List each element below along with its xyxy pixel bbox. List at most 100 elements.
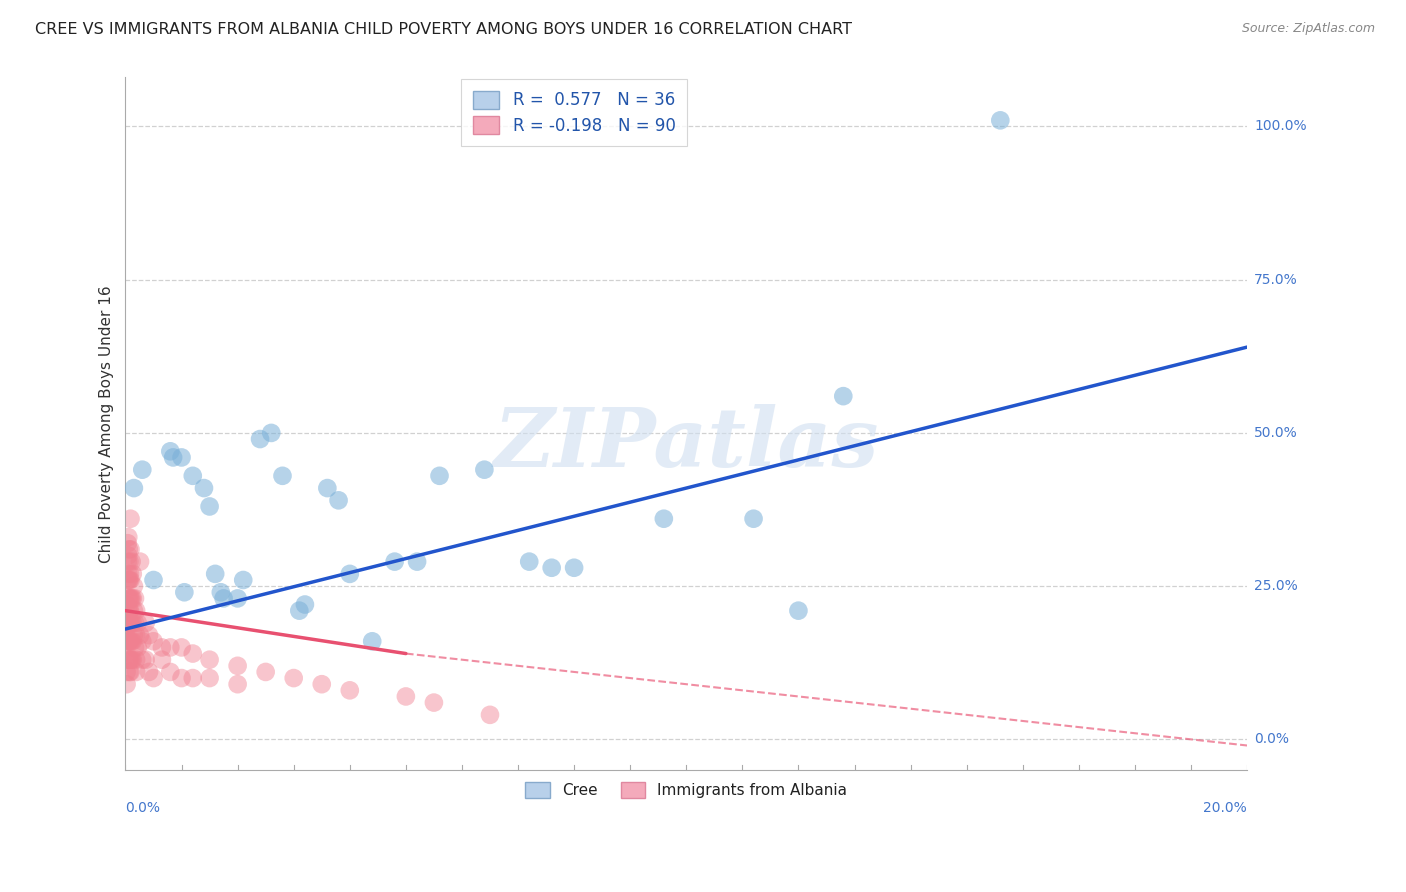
Text: 0.0%: 0.0% bbox=[125, 800, 160, 814]
Point bbox=[122, 604, 145, 618]
Point bbox=[159, 665, 181, 679]
Point bbox=[117, 573, 139, 587]
Point bbox=[226, 677, 249, 691]
Point bbox=[170, 671, 193, 685]
Point bbox=[118, 615, 141, 630]
Point bbox=[423, 696, 446, 710]
Point bbox=[118, 634, 141, 648]
Point bbox=[115, 634, 138, 648]
Point bbox=[129, 628, 152, 642]
Point bbox=[142, 573, 165, 587]
Point bbox=[254, 665, 277, 679]
Point bbox=[118, 615, 141, 630]
Point bbox=[117, 634, 139, 648]
Point bbox=[118, 542, 141, 557]
Point bbox=[121, 634, 143, 648]
Point bbox=[118, 573, 141, 587]
Point bbox=[787, 604, 810, 618]
Point bbox=[118, 665, 141, 679]
Point bbox=[124, 640, 146, 655]
Point bbox=[150, 653, 173, 667]
Point bbox=[118, 591, 141, 606]
Point bbox=[212, 591, 235, 606]
Point bbox=[232, 573, 254, 587]
Point bbox=[118, 555, 141, 569]
Point bbox=[395, 690, 418, 704]
Point bbox=[311, 677, 333, 691]
Text: Source: ZipAtlas.com: Source: ZipAtlas.com bbox=[1241, 22, 1375, 36]
Point bbox=[127, 615, 149, 630]
Point bbox=[124, 591, 146, 606]
Point bbox=[135, 615, 157, 630]
Point bbox=[120, 665, 142, 679]
Point bbox=[125, 604, 148, 618]
Point bbox=[193, 481, 215, 495]
Point bbox=[742, 512, 765, 526]
Point bbox=[406, 555, 429, 569]
Point bbox=[125, 653, 148, 667]
Point bbox=[117, 549, 139, 563]
Point bbox=[162, 450, 184, 465]
Point bbox=[121, 653, 143, 667]
Point bbox=[540, 560, 562, 574]
Point bbox=[127, 640, 149, 655]
Point bbox=[131, 653, 153, 667]
Point bbox=[478, 707, 501, 722]
Point bbox=[115, 665, 138, 679]
Point bbox=[138, 628, 160, 642]
Point bbox=[121, 615, 143, 630]
Point bbox=[115, 598, 138, 612]
Point bbox=[120, 634, 142, 648]
Point bbox=[181, 671, 204, 685]
Point bbox=[173, 585, 195, 599]
Point bbox=[198, 500, 221, 514]
Point bbox=[118, 573, 141, 587]
Point bbox=[122, 628, 145, 642]
Point bbox=[517, 555, 540, 569]
Point bbox=[122, 579, 145, 593]
Point bbox=[384, 555, 406, 569]
Point bbox=[115, 653, 138, 667]
Text: CREE VS IMMIGRANTS FROM ALBANIA CHILD POVERTY AMONG BOYS UNDER 16 CORRELATION CH: CREE VS IMMIGRANTS FROM ALBANIA CHILD PO… bbox=[35, 22, 852, 37]
Point bbox=[429, 468, 451, 483]
Point bbox=[121, 566, 143, 581]
Point bbox=[328, 493, 350, 508]
Point bbox=[283, 671, 305, 685]
Point bbox=[652, 512, 675, 526]
Text: 25.0%: 25.0% bbox=[1254, 579, 1298, 593]
Point bbox=[120, 573, 142, 587]
Point bbox=[121, 555, 143, 569]
Point bbox=[125, 665, 148, 679]
Point bbox=[131, 463, 153, 477]
Point bbox=[316, 481, 339, 495]
Point bbox=[181, 647, 204, 661]
Point bbox=[138, 665, 160, 679]
Point bbox=[118, 615, 141, 630]
Point bbox=[474, 463, 496, 477]
Point bbox=[115, 622, 138, 636]
Point bbox=[361, 634, 384, 648]
Text: ZIPatlas: ZIPatlas bbox=[494, 404, 879, 484]
Point bbox=[260, 425, 283, 440]
Point bbox=[204, 566, 226, 581]
Point bbox=[115, 609, 138, 624]
Point bbox=[131, 634, 153, 648]
Point bbox=[121, 591, 143, 606]
Point bbox=[121, 591, 143, 606]
Point bbox=[339, 566, 361, 581]
Point bbox=[142, 671, 165, 685]
Point bbox=[117, 615, 139, 630]
Y-axis label: Child Poverty Among Boys Under 16: Child Poverty Among Boys Under 16 bbox=[100, 285, 114, 563]
Point bbox=[150, 640, 173, 655]
Point bbox=[121, 653, 143, 667]
Point bbox=[121, 634, 143, 648]
Text: 20.0%: 20.0% bbox=[1204, 800, 1247, 814]
Point bbox=[832, 389, 855, 403]
Text: 100.0%: 100.0% bbox=[1254, 120, 1306, 134]
Point bbox=[118, 591, 141, 606]
Point bbox=[118, 604, 141, 618]
Point bbox=[142, 634, 165, 648]
Point bbox=[170, 450, 193, 465]
Point bbox=[226, 658, 249, 673]
Point bbox=[117, 555, 139, 569]
